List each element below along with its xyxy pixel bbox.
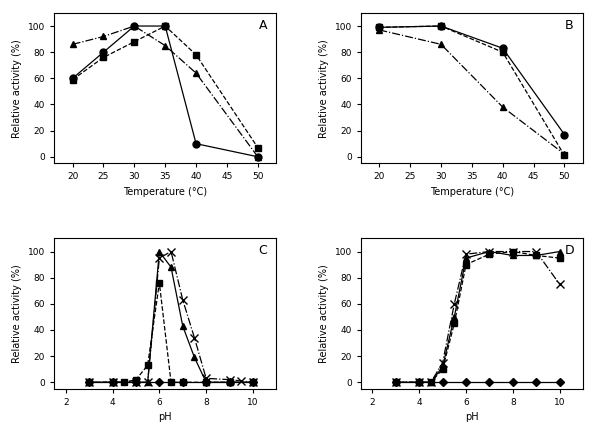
X-axis label: pH: pH [465, 413, 478, 422]
X-axis label: Temperature (°C): Temperature (°C) [430, 187, 514, 197]
Text: A: A [258, 19, 267, 32]
Text: D: D [565, 245, 575, 257]
Y-axis label: Relative activity (%): Relative activity (%) [12, 264, 22, 363]
X-axis label: Temperature (°C): Temperature (°C) [123, 187, 207, 197]
Text: C: C [258, 245, 267, 257]
Y-axis label: Relative activity (%): Relative activity (%) [319, 39, 329, 137]
Text: B: B [565, 19, 574, 32]
Y-axis label: Relative activity (%): Relative activity (%) [12, 39, 22, 137]
Y-axis label: Relative activity (%): Relative activity (%) [319, 264, 329, 363]
X-axis label: pH: pH [159, 413, 172, 422]
